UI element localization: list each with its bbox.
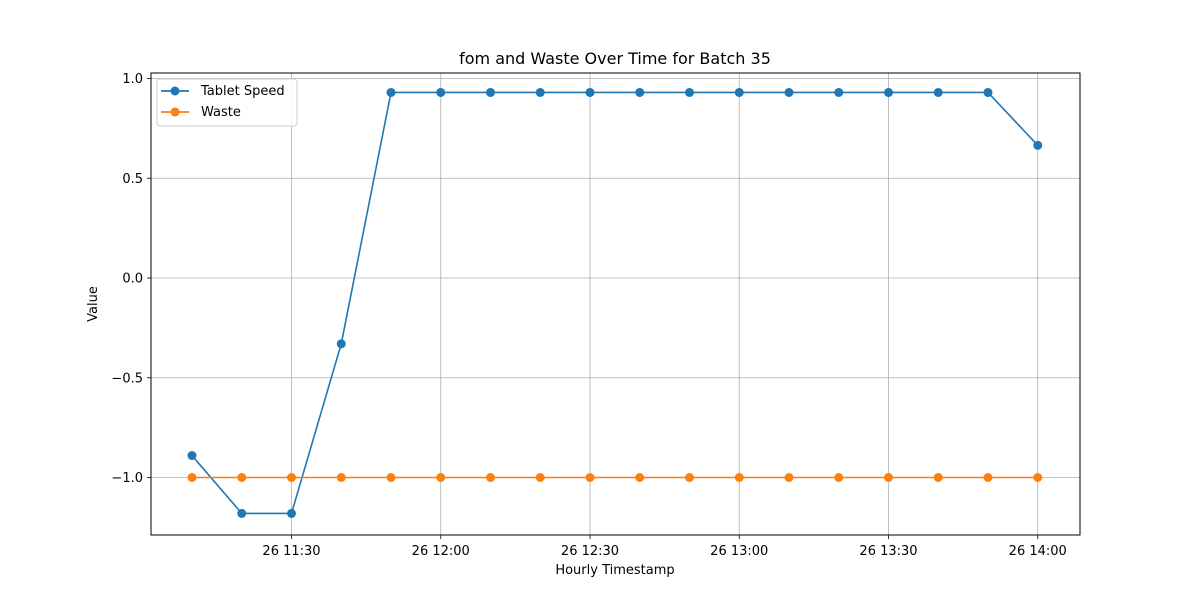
x-tick-label: 26 14:00 [1009,544,1067,559]
legend-label-tablet-speed: Tablet Speed [200,84,285,99]
data-point-waste [933,473,943,482]
y-tick-label: 0.5 [122,172,143,187]
data-point-waste [436,473,446,482]
x-tick-label: 26 12:30 [561,544,619,559]
data-point-tablet-speed [535,87,545,97]
legend-label-waste: Waste [201,105,241,120]
data-point-waste [486,473,495,482]
data-point-tablet-speed [685,87,694,97]
legend-marker-tablet-speed [170,86,180,96]
data-point-waste [1033,473,1043,482]
x-axis-label: Hourly Timestamp [555,563,674,578]
x-tick-label: 26 12:00 [412,544,470,559]
data-point-tablet-speed [386,87,396,97]
x-tick-label: 26 11:30 [262,544,320,559]
data-point-waste [884,473,893,482]
data-point-tablet-speed [287,508,296,518]
y-tick-label: 0.0 [122,272,143,287]
data-point-tablet-speed [983,87,993,97]
data-point-waste [585,473,595,482]
legend-box [156,78,298,127]
legend-marker-waste [170,107,180,117]
data-point-waste [287,473,296,482]
data-point-tablet-speed [734,87,744,97]
data-point-tablet-speed [635,87,645,97]
data-point-waste [535,473,545,482]
data-point-waste [187,473,197,482]
data-point-waste [784,473,794,482]
data-point-tablet-speed [784,87,794,97]
data-point-waste [734,473,744,482]
data-point-waste [336,473,346,482]
series-layer [187,87,1043,518]
x-tick-label: 26 13:00 [710,544,768,559]
data-point-waste [237,473,247,482]
data-point-tablet-speed [585,87,595,97]
y-tick-label: 1.0 [122,72,143,87]
data-point-waste [386,473,396,482]
y-tick-label: −1.0 [111,471,143,486]
x-tick-label: 26 13:30 [859,544,917,559]
data-point-tablet-speed [834,87,844,97]
data-point-tablet-speed [884,87,893,97]
data-point-tablet-speed [237,508,247,518]
y-tick-label: −0.5 [111,371,143,386]
plot-frame [150,72,1081,536]
data-point-tablet-speed [436,87,446,97]
data-point-waste [635,473,645,482]
y-axis-label: Value [86,286,101,322]
data-point-waste [834,473,844,482]
data-point-tablet-speed [187,451,197,461]
data-point-waste [685,473,694,482]
chart-title: fom and Waste Over Time for Batch 35 [459,49,771,68]
data-point-tablet-speed [336,339,346,349]
axis-ticks: 1.0 0.5 0.0 −0.5 −1.0 26 11:30 26 12:00 26 12:3… [111,72,1066,559]
data-point-tablet-speed [1033,140,1043,150]
data-point-tablet-speed [486,87,495,97]
data-point-tablet-speed [933,87,943,97]
series-line-tablet-speed [191,91,1039,515]
data-point-waste [983,473,993,482]
legend: Tablet Speed Waste [156,78,298,127]
grid-lines [151,73,1080,535]
